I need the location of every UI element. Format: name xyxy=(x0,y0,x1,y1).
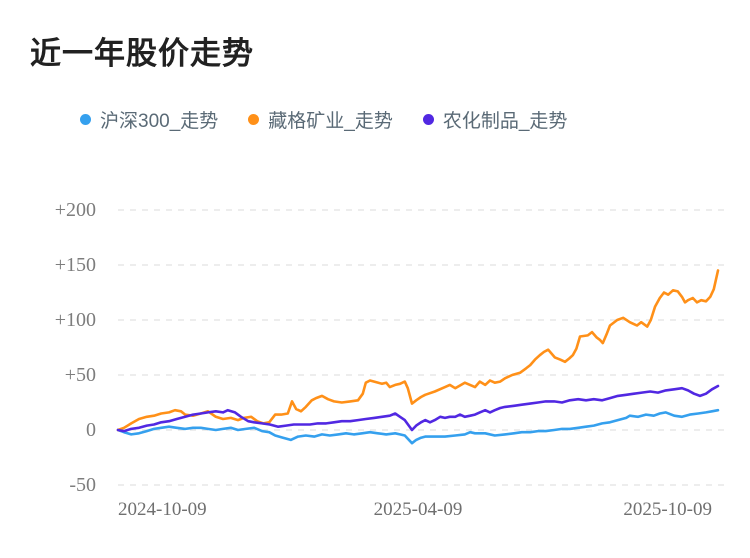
y-axis-tick: +150 xyxy=(54,254,96,276)
legend-dot-icon xyxy=(80,114,91,125)
y-axis-tick: +200 xyxy=(54,199,96,221)
x-axis-tick: 2025-10-09 xyxy=(623,499,712,520)
legend-item-label: 藏格矿业_走势 xyxy=(268,111,393,132)
series-line-藏格矿业_走势[interactable] xyxy=(116,269,720,432)
legend-item-label: 农化制品_走势 xyxy=(442,111,568,132)
legend-item-label: 沪深300_走势 xyxy=(100,111,219,132)
chart-title: 近一年股价走势 xyxy=(30,36,254,71)
x-axis-tick: 2024-10-09 xyxy=(118,499,207,520)
series-line-沪深300_走势[interactable] xyxy=(116,408,720,445)
legend-item-hs300[interactable]: 沪深300_走势 xyxy=(80,106,218,133)
x-axis-tick: 2025-04-09 xyxy=(373,499,463,520)
legend-dot-icon xyxy=(248,114,260,125)
y-axis-tick: +100 xyxy=(54,309,96,331)
y-axis-tick: -50 xyxy=(69,474,96,496)
y-axis-tick: +50 xyxy=(64,364,96,386)
legend: 沪深300_走势 藏格矿业_走势 农化制品_走势 xyxy=(80,106,567,133)
legend-item-zangge-mining[interactable]: 藏格矿业_走势 xyxy=(248,106,393,133)
series-line-农化制品_走势[interactable] xyxy=(116,384,720,433)
legend-item-agrochemical[interactable]: 农化制品_走势 xyxy=(422,106,568,133)
y-axis-tick: 0 xyxy=(86,419,96,441)
legend-dot-icon xyxy=(422,114,434,125)
